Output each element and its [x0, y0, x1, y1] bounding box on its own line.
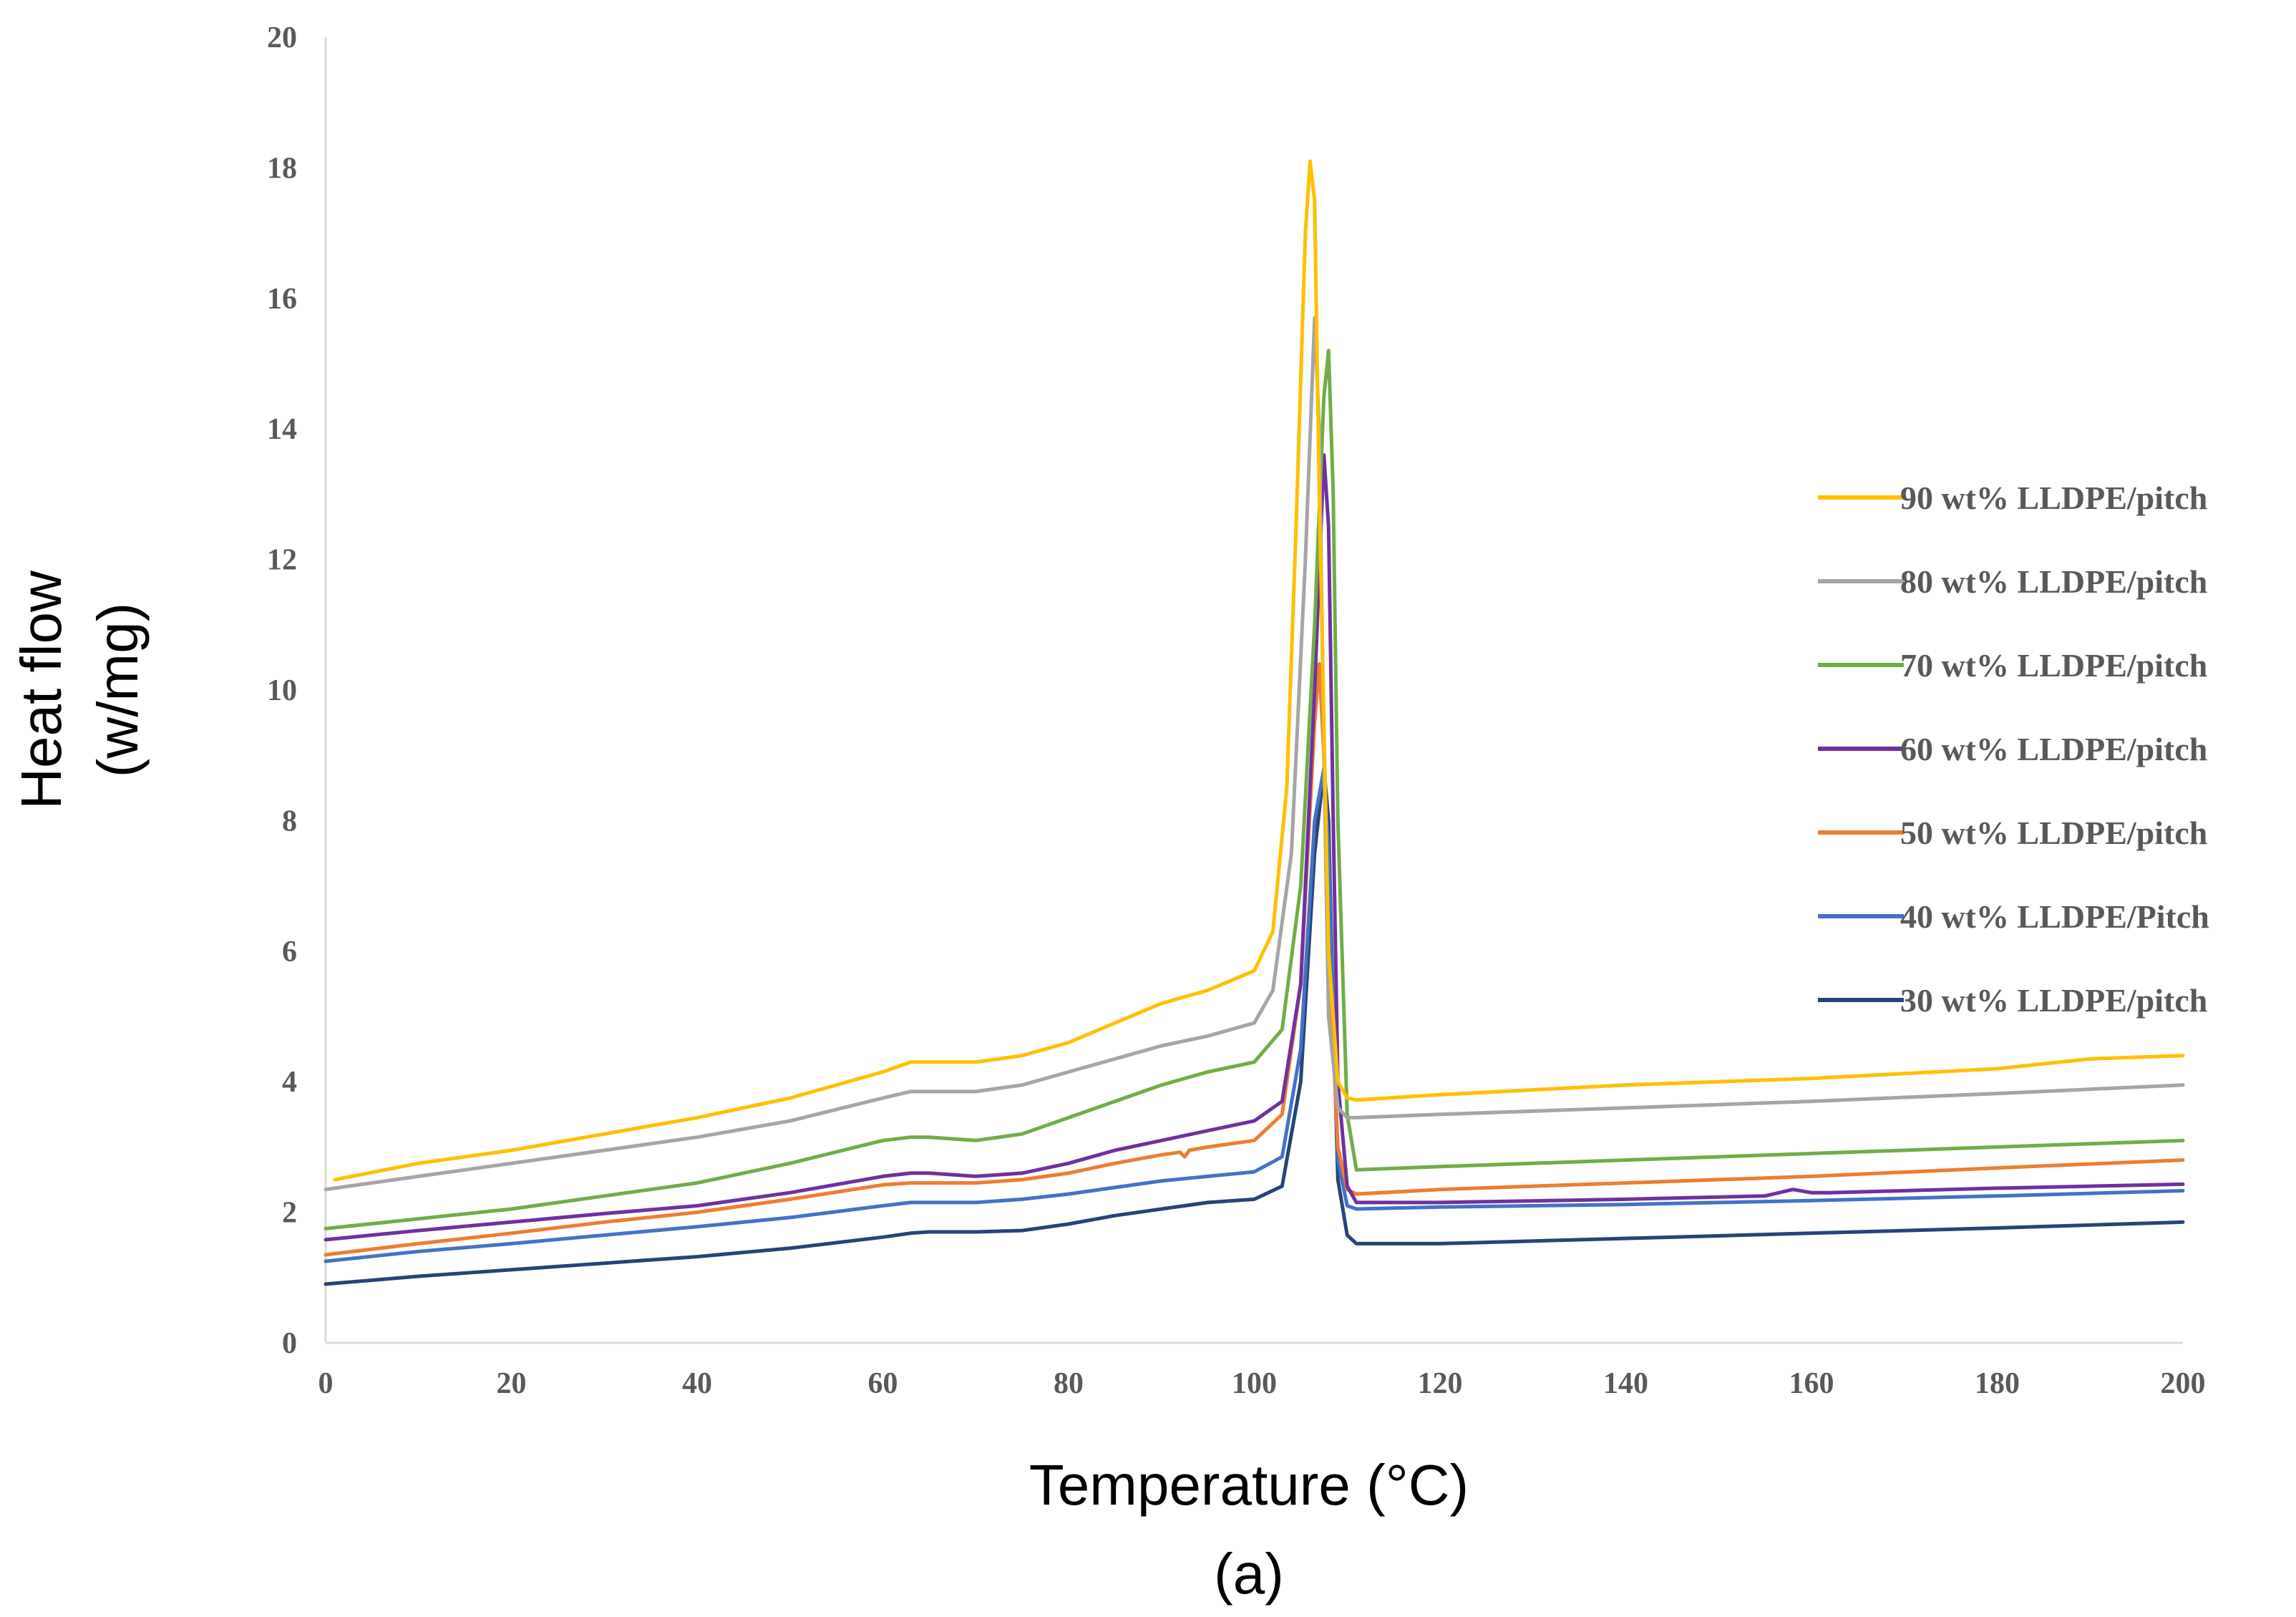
- series-line-4: [324, 453, 2185, 1242]
- x-tick-label: 20: [497, 1367, 527, 1400]
- legend-label: 40 wt% LLDPE/Pitch: [1900, 898, 2209, 935]
- x-tick-label: 0: [318, 1367, 334, 1400]
- series-line-7: [324, 766, 2185, 1286]
- x-tick-label: 180: [1975, 1367, 2020, 1400]
- y-tick-label: 12: [267, 544, 297, 577]
- series-line-2: [324, 316, 2185, 1192]
- legend-item: 60 wt% LLDPE/pitch: [1818, 731, 2207, 767]
- series-line-1: [333, 159, 2185, 1182]
- x-tick-label: 100: [1232, 1367, 1277, 1400]
- legend-item: 30 wt% LLDPE/pitch: [1818, 982, 2207, 1019]
- x-tick-labels: 0 20 40 60 80 100 120 140 160 180 200: [318, 1367, 2206, 1400]
- legend-item: 80 wt% LLDPE/pitch: [1818, 563, 2207, 600]
- x-tick-label: 60: [868, 1367, 898, 1400]
- y-tick-label: 18: [267, 152, 297, 185]
- legend-label: 50 wt% LLDPE/pitch: [1900, 815, 2207, 851]
- legend-label: 70 wt% LLDPE/pitch: [1900, 647, 2207, 684]
- legend: 90 wt% LLDPE/pitch 80 wt% LLDPE/pitch 70 w…: [1818, 480, 2209, 1019]
- x-tick-label: 80: [1054, 1367, 1084, 1400]
- x-tick-label: 140: [1603, 1367, 1648, 1400]
- figure-caption: (a): [1214, 1542, 1284, 1606]
- y-tick-label: 14: [267, 413, 297, 446]
- legend-label: 60 wt% LLDPE/pitch: [1900, 731, 2207, 767]
- y-axis-title-line2: (w/mg): [86, 603, 150, 777]
- y-tick-label: 16: [267, 283, 297, 316]
- legend-label: 80 wt% LLDPE/pitch: [1900, 563, 2207, 600]
- legend-item: 70 wt% LLDPE/pitch: [1818, 647, 2207, 684]
- legend-item: 90 wt% LLDPE/pitch: [1818, 480, 2207, 516]
- plot-area: [324, 37, 2183, 1344]
- series-line-6: [324, 766, 2185, 1263]
- x-tick-label: 200: [2161, 1367, 2206, 1400]
- legend-label: 30 wt% LLDPE/pitch: [1900, 982, 2207, 1019]
- y-tick-label: 6: [282, 936, 297, 968]
- legend-item: 50 wt% LLDPE/pitch: [1818, 815, 2207, 851]
- legend-label: 90 wt% LLDPE/pitch: [1900, 480, 2207, 516]
- x-tick-label: 120: [1418, 1367, 1463, 1400]
- y-tick-label: 8: [282, 805, 297, 837]
- y-tick-label: 2: [282, 1197, 297, 1230]
- y-tick-label: 10: [267, 674, 297, 707]
- x-axis-title: Temperature (°C): [1029, 1453, 1469, 1517]
- y-axis-title-line1: Heat flow: [9, 570, 73, 810]
- legend-item: 40 wt% LLDPE/Pitch: [1818, 898, 2209, 935]
- y-tick-label: 0: [282, 1327, 297, 1360]
- y-tick-label: 20: [267, 21, 297, 54]
- series-line-5: [324, 662, 2185, 1257]
- series-lines: [324, 159, 2185, 1286]
- y-tick-labels: 0 2 4 6 8 10 12 14 16 18 20: [267, 21, 297, 1360]
- x-tick-label: 160: [1789, 1367, 1834, 1400]
- series-line-3: [324, 349, 2185, 1230]
- y-tick-label: 4: [282, 1066, 297, 1099]
- x-tick-label: 40: [682, 1367, 712, 1400]
